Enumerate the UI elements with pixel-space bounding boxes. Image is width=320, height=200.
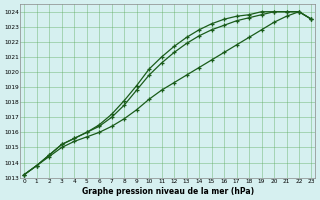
X-axis label: Graphe pression niveau de la mer (hPa): Graphe pression niveau de la mer (hPa)	[82, 187, 254, 196]
